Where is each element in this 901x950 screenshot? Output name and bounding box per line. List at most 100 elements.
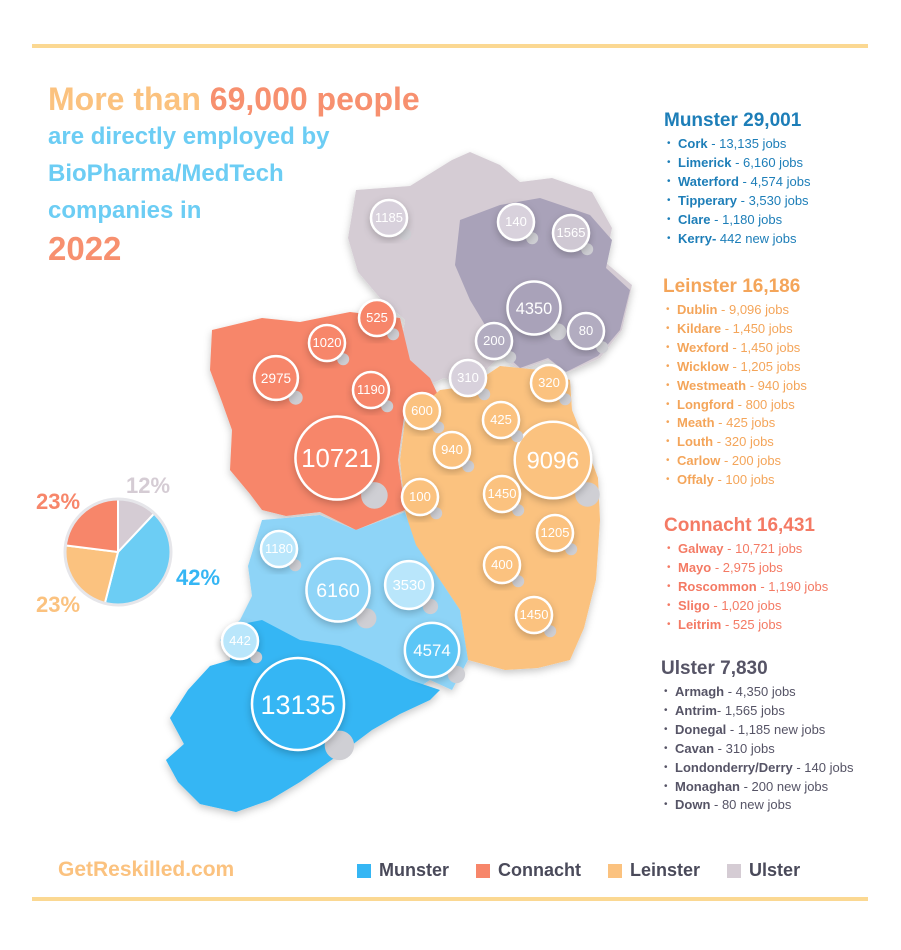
- legend-swatch: [608, 863, 623, 878]
- headline-line2: are directly employed by: [48, 123, 330, 150]
- list-item: Westmeath - 940 jobs: [663, 377, 807, 396]
- bubble-label: 1180: [265, 541, 293, 556]
- list-item: Waterford - 4,574 jobs: [664, 173, 810, 192]
- bubble-circle: [305, 557, 371, 623]
- bubble-4574: 4574: [403, 621, 466, 684]
- bubble-1185: 1185: [369, 198, 412, 241]
- bubble-label: 1020: [313, 335, 342, 350]
- pie-outline: [63, 497, 173, 607]
- bubble-circle: [294, 415, 380, 501]
- list-item: Limerick - 6,160 jobs: [664, 154, 810, 173]
- bubble-circle: [252, 354, 300, 402]
- legend-swatch: [357, 863, 371, 878]
- region-list: Armagh - 4,350 jobs Antrim- 1,565 jobs D…: [661, 683, 853, 815]
- headline-line3: BioPharma/MedTech: [48, 160, 284, 187]
- bubble-1205: 1205: [535, 513, 578, 556]
- region-list: Galway - 10,721 jobs Mayo - 2,975 jobs R…: [664, 540, 828, 635]
- bubble-circle: [482, 474, 522, 514]
- bubble-600: 600: [402, 391, 445, 434]
- list-item: Longford - 800 jobs: [663, 396, 807, 415]
- bubble-shadow-dot: [356, 608, 377, 629]
- bottom-divider: [32, 897, 868, 901]
- bubble-label: 1205: [541, 525, 570, 540]
- headline-line4: companies in: [48, 197, 202, 224]
- bubble-circle: [250, 656, 346, 752]
- bubble-shadow-dot: [575, 482, 600, 507]
- pie-label-leinster: 23%: [36, 592, 81, 617]
- bubble-label: 600: [411, 403, 433, 418]
- bubble-1180: 1180: [259, 529, 302, 572]
- bubble-label: 940: [441, 442, 463, 457]
- list-item: Meath - 425 jobs: [663, 414, 807, 433]
- list-item: Cavan - 310 jobs: [661, 740, 853, 759]
- region-list: Cork - 13,135 jobs Limerick - 6,160 jobs…: [664, 135, 810, 248]
- list-item: Kildare - 1,450 jobs: [663, 320, 807, 339]
- region-title: Connacht 16,431: [664, 515, 815, 536]
- bubble-circle: [513, 420, 593, 500]
- bubble-1450: 1450: [482, 474, 525, 517]
- bubble-940: 940: [432, 430, 475, 473]
- list-item: Donegal - 1,185 new jobs: [661, 721, 853, 740]
- list-item: Galway - 10,721 jobs: [664, 540, 828, 559]
- bubble-label: 200: [483, 333, 505, 348]
- region-ulster: Ulster 7,830 Armagh - 4,350 jobs Antrim-…: [661, 657, 853, 815]
- bubble-circle: [474, 321, 514, 361]
- bubble-circle: [529, 363, 569, 403]
- bubble-shadow-dot: [361, 482, 388, 509]
- bubble-circle: [496, 202, 536, 242]
- bubble-label: 2975: [261, 371, 291, 386]
- bubble-label: 80: [579, 323, 593, 338]
- region-title: Ulster 7,830: [661, 658, 768, 679]
- bubble-circle: [481, 400, 521, 440]
- legend-item-leinster: Leinster: [608, 860, 700, 881]
- bubble-label: 9096: [527, 448, 580, 474]
- list-item: Mayo - 2,975 jobs: [664, 559, 828, 578]
- bubble-label: 1565: [557, 225, 586, 240]
- bubble-label: 1185: [375, 210, 403, 225]
- bubble-circle: [506, 280, 562, 336]
- bubble-circle: [369, 198, 409, 238]
- bubble-100: 100: [400, 477, 443, 520]
- region-leinster: Leinster 16,186 Dublin - 9,096 jobs Kild…: [663, 275, 807, 490]
- bubble-label: 13135: [260, 690, 335, 720]
- bubble-3530: 3530: [383, 559, 439, 615]
- bubble-label: 1450: [520, 607, 549, 622]
- bubble-10721: 10721: [294, 415, 388, 509]
- legend-swatch: [727, 863, 742, 878]
- legend-item-connacht: Connacht: [476, 860, 581, 881]
- bubble-layer: 13135 10721 9096 6160 4574 4350 3530 2975 1565 14…: [220, 198, 609, 761]
- bubble-label: 442: [229, 633, 251, 648]
- bubble-400: 400: [482, 545, 525, 588]
- region-list: Dublin - 9,096 jobs Kildare - 1,450 jobs…: [663, 301, 807, 490]
- bubble-circle: [351, 370, 391, 410]
- list-item: Louth - 320 jobs: [663, 433, 807, 452]
- region-title: Leinster 16,186: [663, 276, 801, 297]
- list-item: Antrim- 1,565 jobs: [661, 702, 853, 721]
- list-item: Tipperary - 3,530 jobs: [664, 192, 810, 211]
- list-item: Wicklow - 1,205 jobs: [663, 358, 807, 377]
- bubble-circle: [403, 621, 461, 679]
- pie-label-connacht: 23%: [36, 489, 81, 514]
- bubble-320: 320: [529, 363, 572, 406]
- legend-item-ulster: Ulster: [727, 860, 800, 881]
- bubble-circle: [566, 311, 606, 351]
- bubble-80: 80: [566, 311, 609, 354]
- bubble-label: 4574: [413, 641, 450, 660]
- bubble-1450: 1450: [514, 595, 557, 638]
- bubble-2975: 2975: [252, 354, 303, 405]
- bubble-9096: 9096: [513, 420, 600, 507]
- list-item: Dublin - 9,096 jobs: [663, 301, 807, 320]
- list-item: Kerry- 442 new jobs: [664, 230, 810, 249]
- bubble-label: 425: [490, 412, 512, 427]
- province-pie-chart: [63, 497, 173, 607]
- bubble-310: 310: [448, 358, 491, 401]
- bubble-label: 320: [538, 375, 560, 390]
- bubble-circle: [259, 529, 299, 569]
- bubble-label: 3530: [393, 578, 426, 594]
- bubble-label: 1450: [488, 486, 517, 501]
- bubble-shadow-dot: [324, 730, 355, 761]
- bubble-circle: [535, 513, 575, 553]
- pie-label-munster: 42%: [176, 565, 221, 590]
- bubble-circle: [220, 621, 260, 661]
- bubble-425: 425: [481, 400, 524, 443]
